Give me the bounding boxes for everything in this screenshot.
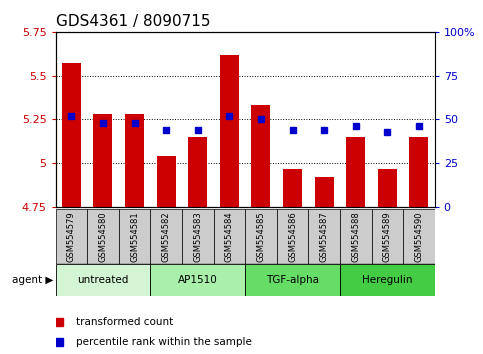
Bar <box>213 209 245 264</box>
Text: TGF-alpha: TGF-alpha <box>266 275 319 285</box>
Text: GSM554586: GSM554586 <box>288 212 297 262</box>
Text: agent ▶: agent ▶ <box>12 275 53 285</box>
Bar <box>283 169 302 207</box>
Bar <box>371 209 403 264</box>
Text: Heregulin: Heregulin <box>362 275 412 285</box>
Text: GSM554589: GSM554589 <box>383 212 392 262</box>
Bar <box>346 137 365 207</box>
Bar <box>252 105 270 207</box>
Text: GSM554590: GSM554590 <box>414 212 424 262</box>
Bar <box>340 209 371 264</box>
Bar <box>220 55 239 207</box>
Bar <box>56 264 150 296</box>
Bar <box>410 137 428 207</box>
Text: GSM554579: GSM554579 <box>67 212 76 262</box>
Bar <box>188 137 207 207</box>
Bar <box>314 177 334 207</box>
Text: GSM554585: GSM554585 <box>256 212 266 262</box>
Bar <box>125 114 144 207</box>
Bar <box>62 63 81 207</box>
Bar <box>277 209 308 264</box>
Text: GSM554580: GSM554580 <box>99 212 107 262</box>
Text: GSM554587: GSM554587 <box>320 212 328 262</box>
Text: GSM554581: GSM554581 <box>130 212 139 262</box>
Bar <box>378 169 397 207</box>
Text: GSM554583: GSM554583 <box>193 212 202 262</box>
Text: transformed count: transformed count <box>76 317 174 327</box>
Bar <box>403 209 435 264</box>
Bar <box>56 209 87 264</box>
Bar <box>182 209 213 264</box>
Text: GSM554582: GSM554582 <box>162 212 170 262</box>
Text: percentile rank within the sample: percentile rank within the sample <box>76 337 252 347</box>
Bar <box>156 156 176 207</box>
Text: GSM554584: GSM554584 <box>225 212 234 262</box>
Bar <box>150 209 182 264</box>
Bar <box>245 209 277 264</box>
Bar <box>340 264 435 296</box>
Bar <box>245 264 340 296</box>
Bar <box>94 114 113 207</box>
Text: untreated: untreated <box>77 275 128 285</box>
Text: GSM554588: GSM554588 <box>351 212 360 262</box>
Bar <box>87 209 119 264</box>
Bar <box>150 264 245 296</box>
Bar <box>308 209 340 264</box>
Bar <box>119 209 150 264</box>
Text: AP1510: AP1510 <box>178 275 218 285</box>
Text: GDS4361 / 8090715: GDS4361 / 8090715 <box>56 14 210 29</box>
